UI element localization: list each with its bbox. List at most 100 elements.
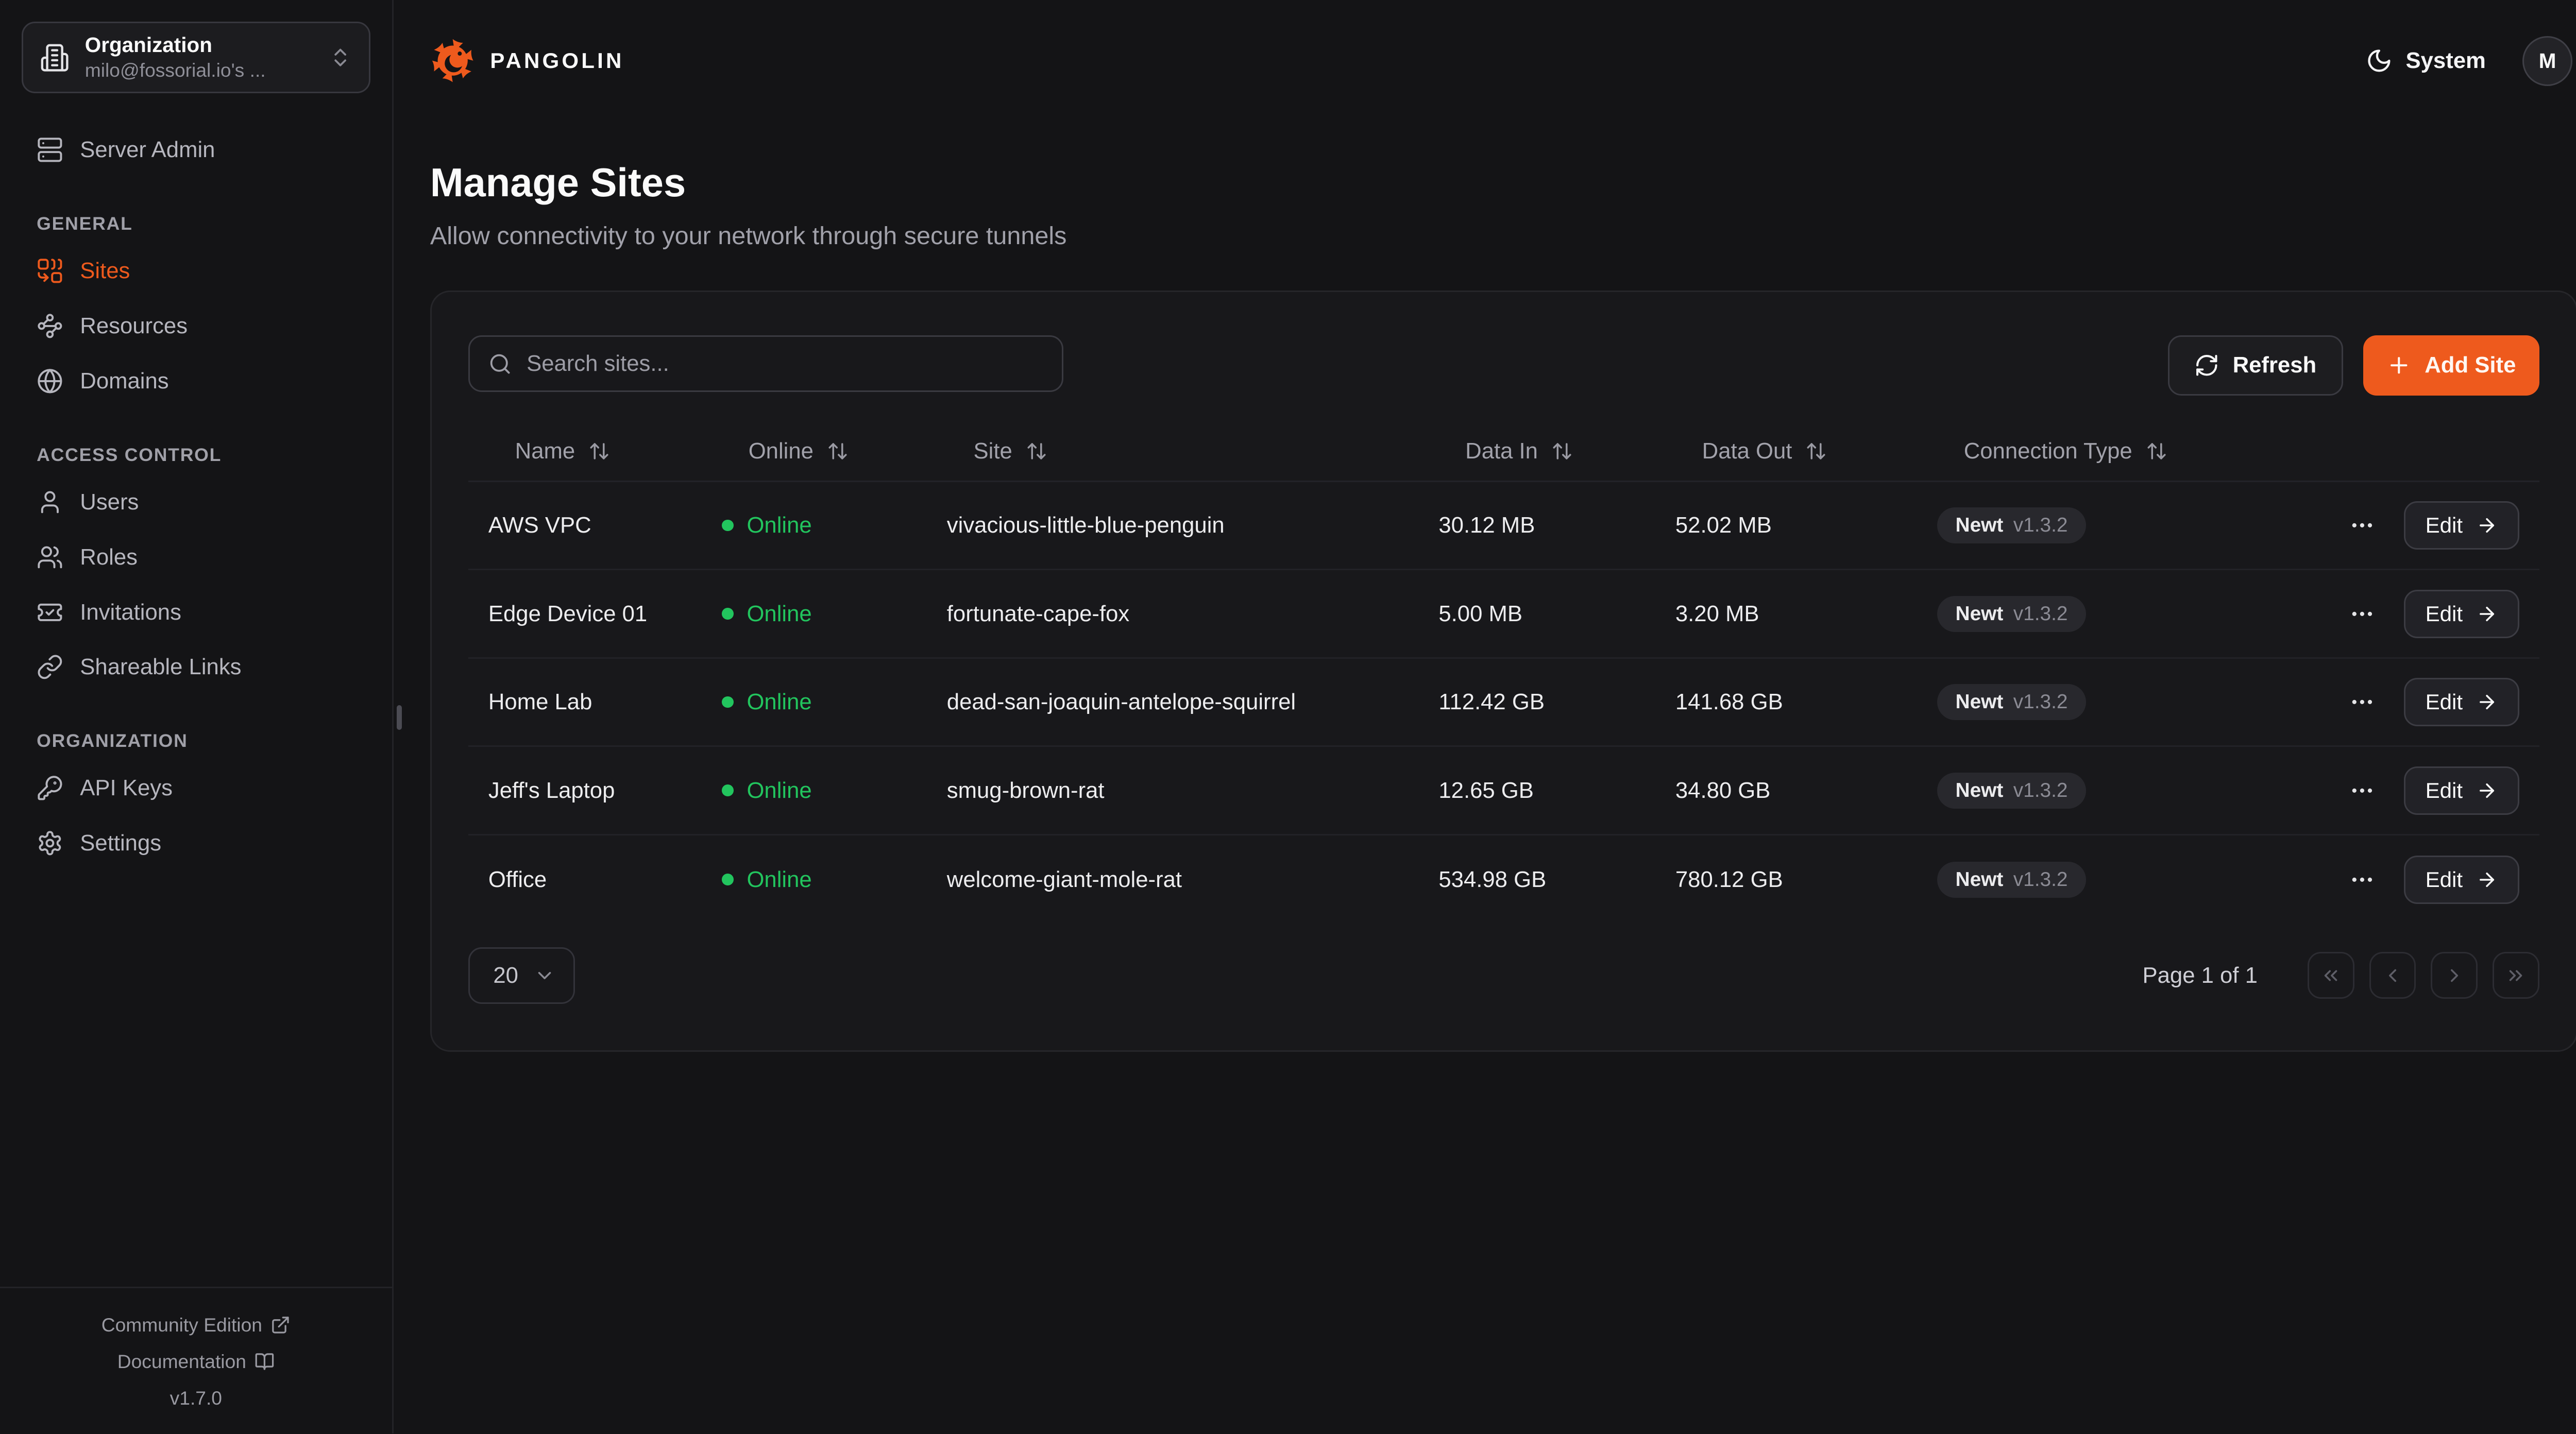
gear-icon	[39, 831, 61, 856]
row-menu-ellipsis-icon[interactable]	[2349, 689, 2376, 715]
org-selector[interactable]: Organization milo@fossorial.io's ...	[22, 22, 370, 94]
users-icon	[38, 546, 62, 569]
main-area: PANGOLIN System M Manage Sites Allow con…	[394, 0, 2576, 1433]
chevron-right-icon	[2450, 969, 2458, 982]
user-icon	[41, 491, 59, 514]
site-name-cell: Edge Device 01	[488, 601, 648, 626]
connection-type-badge: Newt v1.3.2	[1937, 772, 2087, 809]
next-page-button[interactable]	[2431, 952, 2478, 999]
data-in-cell: 5.00 MB	[1438, 601, 1523, 626]
edit-button-label: Edit	[2425, 867, 2463, 892]
pagination: Page 1 of 1	[2143, 952, 2539, 999]
edit-button[interactable]: Edit	[2403, 678, 2519, 727]
site-online-cell: Online	[702, 601, 927, 627]
search-input[interactable]	[527, 351, 1044, 377]
row-menu-ellipsis-icon[interactable]	[2349, 601, 2376, 627]
row-menu-ellipsis-icon[interactable]	[2349, 512, 2376, 539]
sidebar-item-domains[interactable]: Domains	[22, 358, 370, 405]
column-header-name[interactable]: Name	[468, 438, 702, 464]
page-size-select[interactable]: 20	[468, 947, 575, 1004]
data-in-cell: 30.12 MB	[1438, 513, 1535, 538]
sidebar-item-shareable-links[interactable]: Shareable Links	[22, 644, 370, 691]
column-header-site[interactable]: Site	[927, 438, 1419, 464]
connection-type-badge: Newt v1.3.2	[1937, 684, 2087, 721]
org-selector-label: Organization	[84, 33, 212, 57]
last-page-button[interactable]	[2493, 952, 2539, 999]
sort-icon	[2147, 443, 2166, 459]
avatar-initial: M	[2538, 48, 2556, 73]
theme-toggle[interactable]: System	[2366, 47, 2486, 74]
table-header-row: Name Online Site Data In Data Out Connec…	[468, 422, 2539, 482]
row-actions-cell: Edit	[2311, 766, 2539, 815]
sites-icon	[38, 259, 62, 283]
sidebar-item-settings[interactable]: Settings	[22, 820, 370, 867]
add-site-button[interactable]: Add Site	[2363, 335, 2539, 396]
site-online-cell: Online	[702, 867, 927, 893]
community-edition-link[interactable]: Community Edition	[101, 1307, 291, 1343]
connection-type-cell: Newt v1.3.2	[1917, 595, 2311, 632]
site-name-cell: Office	[488, 866, 547, 892]
external-link-icon	[272, 1317, 289, 1334]
column-header-connection-type[interactable]: Connection Type	[1917, 438, 2311, 464]
edit-button-label: Edit	[2425, 513, 2463, 538]
sidebar-item-server-admin[interactable]: Server Admin	[22, 127, 370, 174]
key-icon	[38, 776, 62, 800]
pangolin-logo-icon	[432, 39, 473, 82]
documentation-link[interactable]: Documentation	[117, 1343, 275, 1380]
connection-type-name: Newt	[1955, 779, 2004, 801]
plus-icon	[2386, 353, 2412, 378]
sidebar-footer: Community Edition Documentation v1.7.0	[0, 1287, 392, 1433]
online-status-label: Online	[747, 866, 812, 892]
sidebar-item-users[interactable]: Users	[22, 479, 370, 526]
sidebar-item-api-keys[interactable]: API Keys	[22, 765, 370, 812]
column-header-online[interactable]: Online	[702, 438, 927, 464]
refresh-button[interactable]: Refresh	[2167, 335, 2343, 396]
row-actions-cell: Edit	[2311, 678, 2539, 727]
site-name-cell: Jeff's Laptop	[488, 777, 615, 803]
sidebar-item-invitations[interactable]: Invitations	[22, 589, 370, 636]
column-header-data-out[interactable]: Data Out	[1655, 438, 1917, 464]
table-row: Office Online welcome-giant-mole-rat 534…	[468, 835, 2539, 924]
sidebar-item-label: Server Admin	[80, 137, 215, 163]
site-id-cell: smug-brown-rat	[946, 777, 1105, 803]
edit-button[interactable]: Edit	[2403, 501, 2519, 550]
page-content: Manage Sites Allow connectivity to your …	[394, 122, 2576, 1052]
prev-page-button[interactable]	[2369, 952, 2416, 999]
sidebar-scrollbar-thumb[interactable]	[397, 705, 402, 730]
book-open-icon	[255, 1353, 274, 1370]
table-row: AWS VPC Online vivacious-little-blue-pen…	[468, 482, 2539, 571]
connection-type-version: v1.3.2	[2013, 514, 2068, 537]
avatar[interactable]: M	[2522, 36, 2573, 86]
data-out-cell: 780.12 GB	[1675, 866, 1783, 892]
online-status-dot	[721, 519, 734, 532]
sidebar-item-label: Users	[80, 489, 139, 515]
sidebar-item-roles[interactable]: Roles	[22, 534, 370, 581]
edit-button[interactable]: Edit	[2403, 855, 2519, 904]
sites-table-card: Refresh Add Site Name Online Site Data I…	[430, 291, 2576, 1052]
column-header-data-in[interactable]: Data In	[1419, 438, 1656, 464]
sidebar-item-resources[interactable]: Resources	[22, 303, 370, 350]
data-out-cell: 141.68 GB	[1675, 689, 1783, 715]
sidebar-item-sites[interactable]: Sites	[22, 248, 370, 295]
sort-icon	[1807, 443, 1825, 459]
connection-type-badge: Newt v1.3.2	[1937, 595, 2087, 632]
edit-button[interactable]: Edit	[2403, 589, 2519, 638]
connection-type-version: v1.3.2	[2013, 868, 2068, 891]
edit-button-label: Edit	[2425, 778, 2463, 803]
edit-button[interactable]: Edit	[2403, 766, 2519, 815]
section-label-organization: ORGANIZATION	[37, 730, 188, 752]
online-status-dot	[721, 874, 734, 885]
connection-type-name: Newt	[1955, 691, 2004, 713]
sidebar-nav: Server Admin GENERAL Sites Resources Dom…	[0, 93, 392, 875]
search-icon	[490, 354, 510, 374]
sidebar-item-label: Roles	[80, 544, 138, 570]
connection-type-cell: Newt v1.3.2	[1917, 684, 2311, 721]
online-status-label: Online	[747, 513, 812, 538]
first-page-button[interactable]	[2307, 952, 2354, 999]
connection-type-cell: Newt v1.3.2	[1917, 772, 2311, 809]
brand-name: PANGOLIN	[490, 48, 624, 73]
row-menu-ellipsis-icon[interactable]	[2349, 777, 2376, 804]
column-header-label: Data Out	[1702, 438, 1792, 464]
row-menu-ellipsis-icon[interactable]	[2349, 866, 2376, 893]
